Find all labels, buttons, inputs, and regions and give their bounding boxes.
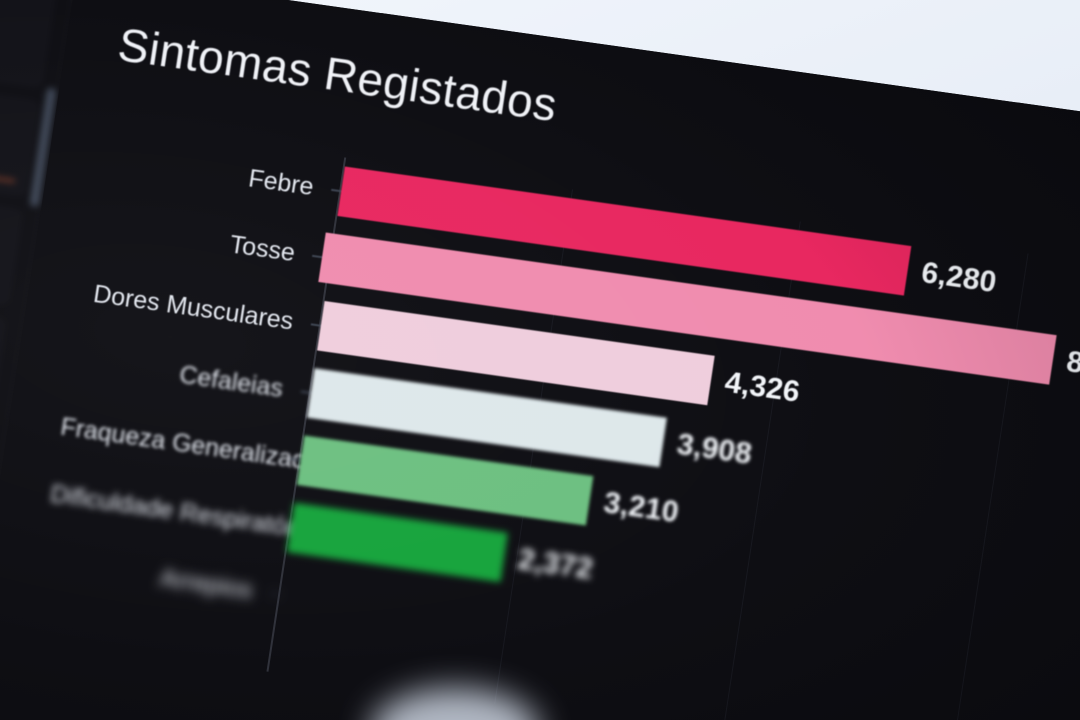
sidebar-item-blank-1[interactable] xyxy=(0,66,39,196)
category-label: Dificuldade Respiratória xyxy=(48,479,316,545)
sidebar-item-label: Confirmados xyxy=(0,0,53,25)
axis-tick xyxy=(310,323,321,327)
category-label: Febre xyxy=(246,163,316,201)
bar-value-label: 3,210 xyxy=(601,486,681,530)
category-label: Fraqueza Generalizada xyxy=(58,412,322,477)
axis-tick xyxy=(312,254,323,259)
category-label: Tosse xyxy=(228,229,297,267)
bar-chart: Febre 6,280 Tosse 8,094 Dores Musculares 4,32… xyxy=(23,124,1080,720)
bar-value-label: 4,326 xyxy=(722,365,802,409)
bar-value-label: 3,908 xyxy=(674,427,754,471)
axis-tick xyxy=(270,592,281,596)
category-label: Dores Musculares xyxy=(91,279,296,336)
sidebar-item-confirmados[interactable]: Confirmados xyxy=(0,0,55,87)
sparkline xyxy=(0,147,16,183)
category-label: Cefaleias xyxy=(177,360,286,403)
axis-tick xyxy=(331,188,342,193)
bar-value-label: 2,372 xyxy=(515,542,596,586)
bar-value-label: 6,280 xyxy=(919,256,999,300)
category-label: Arrepios xyxy=(158,563,255,605)
bar-value-label: 8,094 xyxy=(1064,345,1080,389)
sidebar-item-blank-2[interactable] xyxy=(0,284,6,413)
sidebar-item-regiao[interactable]: Vila Nova de Gaia xyxy=(0,175,22,304)
axis-tick xyxy=(300,390,311,394)
